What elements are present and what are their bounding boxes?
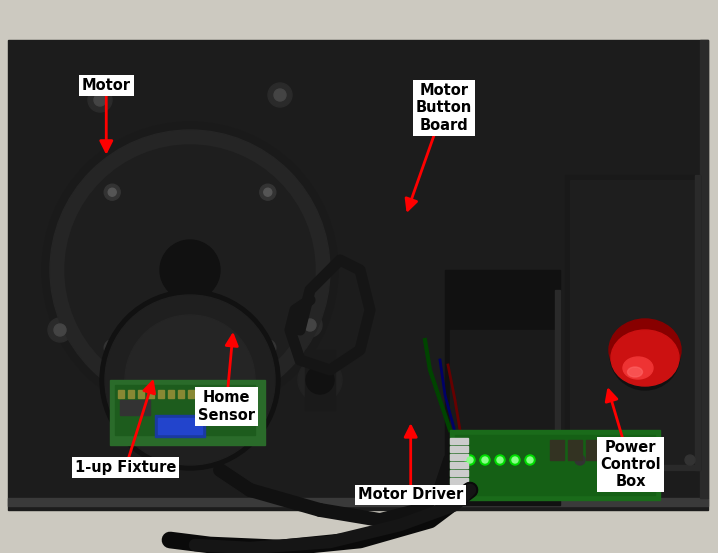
Circle shape [685,455,695,465]
Circle shape [268,83,292,107]
Circle shape [105,295,275,465]
Bar [568,440,582,460]
Bar [565,465,700,470]
Bar [450,470,468,476]
Bar [455,430,473,455]
Circle shape [482,457,488,463]
Bar [550,440,564,460]
Bar [158,418,202,434]
Bar [450,478,468,484]
Circle shape [510,455,520,465]
Bar [8,40,708,510]
Bar [604,440,618,460]
Bar [450,330,555,480]
Circle shape [274,89,286,101]
Ellipse shape [623,357,653,379]
Circle shape [125,315,255,445]
Bar [228,390,234,398]
Text: Motor
Button
Board: Motor Button Board [416,83,472,133]
Circle shape [264,188,272,196]
Bar [120,400,150,415]
Circle shape [100,290,280,470]
Bar [505,430,523,455]
Circle shape [306,366,334,394]
Text: Motor: Motor [82,78,131,93]
Circle shape [160,240,220,300]
Circle shape [495,455,505,465]
Circle shape [298,358,342,402]
Circle shape [264,344,272,352]
Bar [586,440,600,460]
Circle shape [617,327,673,383]
Circle shape [108,188,116,196]
Circle shape [42,122,338,418]
Circle shape [467,457,473,463]
Circle shape [108,344,116,352]
Text: Home
Sensor: Home Sensor [197,390,255,422]
Bar [480,430,498,455]
Bar [208,390,214,398]
Bar [570,180,695,465]
Bar [450,430,660,500]
Bar [445,270,560,505]
Circle shape [512,457,518,463]
Ellipse shape [611,330,679,386]
Bar [148,390,154,398]
Bar [8,498,708,506]
Text: Power
Control
Box: Power Control Box [600,440,661,489]
Circle shape [497,457,503,463]
Bar [158,390,164,398]
Ellipse shape [628,367,643,377]
Bar [305,350,335,410]
Circle shape [104,184,120,200]
Bar [118,390,124,398]
Bar [188,390,194,398]
Circle shape [260,340,276,356]
Circle shape [610,320,680,390]
Circle shape [260,184,276,200]
Circle shape [575,455,585,465]
Circle shape [50,130,330,410]
Bar [695,175,700,470]
Bar [450,438,468,444]
Bar [455,435,655,495]
Circle shape [54,324,66,336]
Bar [178,390,184,398]
Circle shape [104,340,120,356]
Circle shape [94,94,106,106]
Ellipse shape [609,319,681,381]
Bar [115,385,255,435]
Circle shape [465,455,475,465]
Text: Motor Driver: Motor Driver [358,487,463,503]
Circle shape [480,455,490,465]
Circle shape [88,88,112,112]
Bar [450,454,468,460]
Bar [128,390,134,398]
Bar [155,415,205,437]
Circle shape [525,455,535,465]
Circle shape [65,145,315,395]
Bar [138,390,144,398]
Circle shape [527,457,533,463]
Circle shape [48,318,72,342]
Bar [700,40,708,498]
Bar [450,462,468,468]
Bar [198,390,204,398]
Bar [555,290,560,490]
Circle shape [298,313,322,337]
Bar [168,390,174,398]
Bar [218,390,224,398]
Circle shape [304,319,316,331]
Bar [565,175,700,470]
Bar [110,380,265,445]
Text: 1-up Fixture: 1-up Fixture [75,460,177,475]
Bar [450,446,468,452]
